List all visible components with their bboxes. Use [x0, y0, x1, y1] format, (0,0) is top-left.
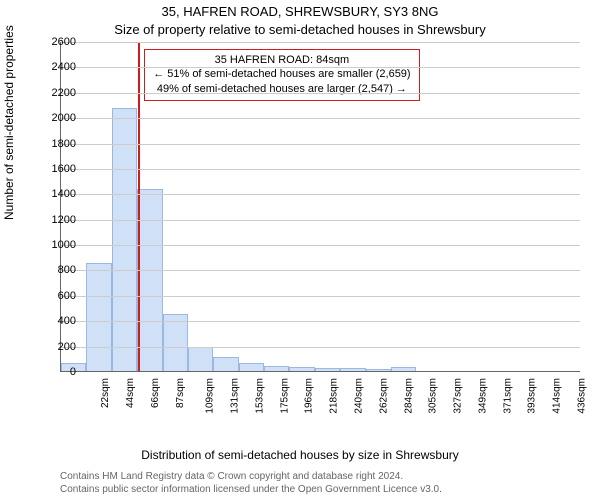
histogram-bar — [213, 357, 238, 371]
y-axis-label: Number of semi-detached properties — [2, 25, 16, 220]
y-tick-label: 400 — [36, 315, 76, 327]
histogram-bar — [112, 108, 137, 371]
y-tick-label: 2200 — [36, 87, 76, 99]
histogram-bar — [137, 189, 162, 371]
gridline — [61, 67, 580, 68]
footer-line-1: Contains HM Land Registry data © Crown c… — [60, 470, 442, 483]
histogram-bar — [264, 366, 289, 371]
gridline — [61, 118, 580, 119]
x-tick-label: 305sqm — [428, 378, 439, 414]
x-tick-label: 66sqm — [150, 378, 161, 408]
x-tick-label: 371sqm — [502, 378, 513, 414]
x-tick-label: 240sqm — [354, 378, 365, 414]
y-tick-label: 1400 — [36, 188, 76, 200]
gridline — [61, 321, 580, 322]
x-tick-label: 414sqm — [552, 378, 563, 414]
y-tick-label: 1200 — [36, 214, 76, 226]
x-tick-label: 393sqm — [527, 378, 538, 414]
x-tick-label: 196sqm — [304, 378, 315, 414]
footer-line-2: Contains public sector information licen… — [60, 483, 442, 496]
plot-area: 35 HAFREN ROAD: 84sqm ← 51% of semi-deta… — [60, 42, 580, 372]
y-tick-label: 800 — [36, 264, 76, 276]
x-tick-label: 109sqm — [205, 378, 216, 414]
x-tick-label: 87sqm — [175, 378, 186, 408]
gridline — [61, 169, 580, 170]
chart-title: 35, HAFREN ROAD, SHREWSBURY, SY3 8NG — [0, 4, 600, 19]
y-tick-label: 600 — [36, 290, 76, 302]
gridline — [61, 220, 580, 221]
histogram-bar — [86, 263, 111, 371]
x-tick-label: 175sqm — [279, 378, 290, 414]
y-tick-label: 0 — [36, 366, 76, 378]
histogram-bar — [315, 368, 340, 371]
histogram-bar — [289, 367, 314, 371]
x-tick-label: 153sqm — [255, 378, 266, 414]
x-axis-label: Distribution of semi-detached houses by … — [0, 448, 600, 462]
gridline — [61, 245, 580, 246]
info-line-2: ← 51% of semi-detached houses are smalle… — [153, 67, 410, 82]
x-tick-label: 436sqm — [576, 378, 587, 414]
gridline — [61, 194, 580, 195]
gridline — [61, 144, 580, 145]
info-line-3: 49% of semi-detached houses are larger (… — [153, 82, 410, 97]
x-tick-label: 262sqm — [378, 378, 389, 414]
histogram-bar — [340, 368, 365, 371]
gridline — [61, 347, 580, 348]
y-tick-label: 1000 — [36, 239, 76, 251]
x-tick-label: 44sqm — [125, 378, 136, 408]
x-tick-label: 22sqm — [100, 378, 111, 408]
histogram-bar — [366, 369, 391, 371]
info-line-1: 35 HAFREN ROAD: 84sqm — [153, 53, 410, 68]
y-tick-label: 1600 — [36, 163, 76, 175]
x-tick-label: 284sqm — [403, 378, 414, 414]
gridline — [61, 270, 580, 271]
footer: Contains HM Land Registry data © Crown c… — [60, 470, 442, 496]
y-tick-label: 200 — [36, 341, 76, 353]
x-tick-label: 349sqm — [477, 378, 488, 414]
y-tick-label: 2000 — [36, 112, 76, 124]
x-tick-label: 218sqm — [329, 378, 340, 414]
x-tick-label: 327sqm — [453, 378, 464, 414]
chart-subtitle: Size of property relative to semi-detach… — [0, 22, 600, 37]
y-tick-label: 2400 — [36, 61, 76, 73]
y-tick-label: 1800 — [36, 138, 76, 150]
gridline — [61, 42, 580, 43]
histogram-bar — [163, 314, 188, 371]
gridline — [61, 93, 580, 94]
gridline — [61, 296, 580, 297]
histogram-bar — [239, 363, 264, 371]
x-tick-label: 131sqm — [230, 378, 241, 414]
y-tick-label: 2600 — [36, 36, 76, 48]
histogram-bar — [188, 347, 213, 371]
histogram-bar — [391, 367, 416, 371]
